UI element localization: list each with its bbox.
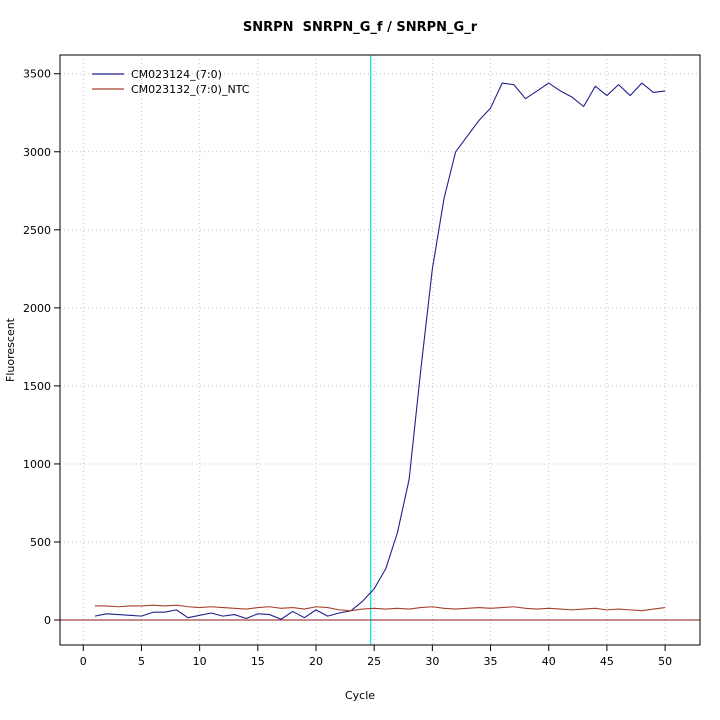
x-tick-label: 45 (600, 655, 614, 668)
x-tick-label: 5 (138, 655, 145, 668)
x-tick-label: 30 (425, 655, 439, 668)
series-line-CM023124_(7:0) (94, 82, 666, 620)
legend-label: CM023132_(7:0)_NTC (131, 83, 250, 96)
x-axis-label: Cycle (344, 689, 376, 702)
y-tick-label: 2000 (23, 302, 51, 315)
legend-label: CM023124_(7:0) (131, 68, 222, 81)
x-tick-label: 15 (251, 655, 265, 668)
plot-border (59, 54, 701, 646)
y-tick-label: 500 (30, 536, 51, 549)
x-tick-label: 25 (367, 655, 381, 668)
y-tick-label: 2500 (23, 224, 51, 237)
series-line-CM023132_(7:0)_NTC (94, 604, 666, 612)
y-tick-label: 1500 (23, 380, 51, 393)
x-tick-label: 50 (658, 655, 672, 668)
x-tick-label: 0 (80, 655, 87, 668)
chart-title: SNRPN SNRPN_G_f / SNRPN_G_r (242, 20, 478, 35)
y-tick-label: 3500 (23, 68, 51, 81)
y-tick-label: 1000 (23, 458, 51, 471)
y-tick-label: 3000 (23, 146, 51, 159)
x-tick-label: 40 (542, 655, 556, 668)
y-tick-label: 0 (44, 614, 51, 627)
x-tick-label: 35 (484, 655, 498, 668)
x-tick-label: 10 (193, 655, 207, 668)
x-tick-label: 20 (309, 655, 323, 668)
